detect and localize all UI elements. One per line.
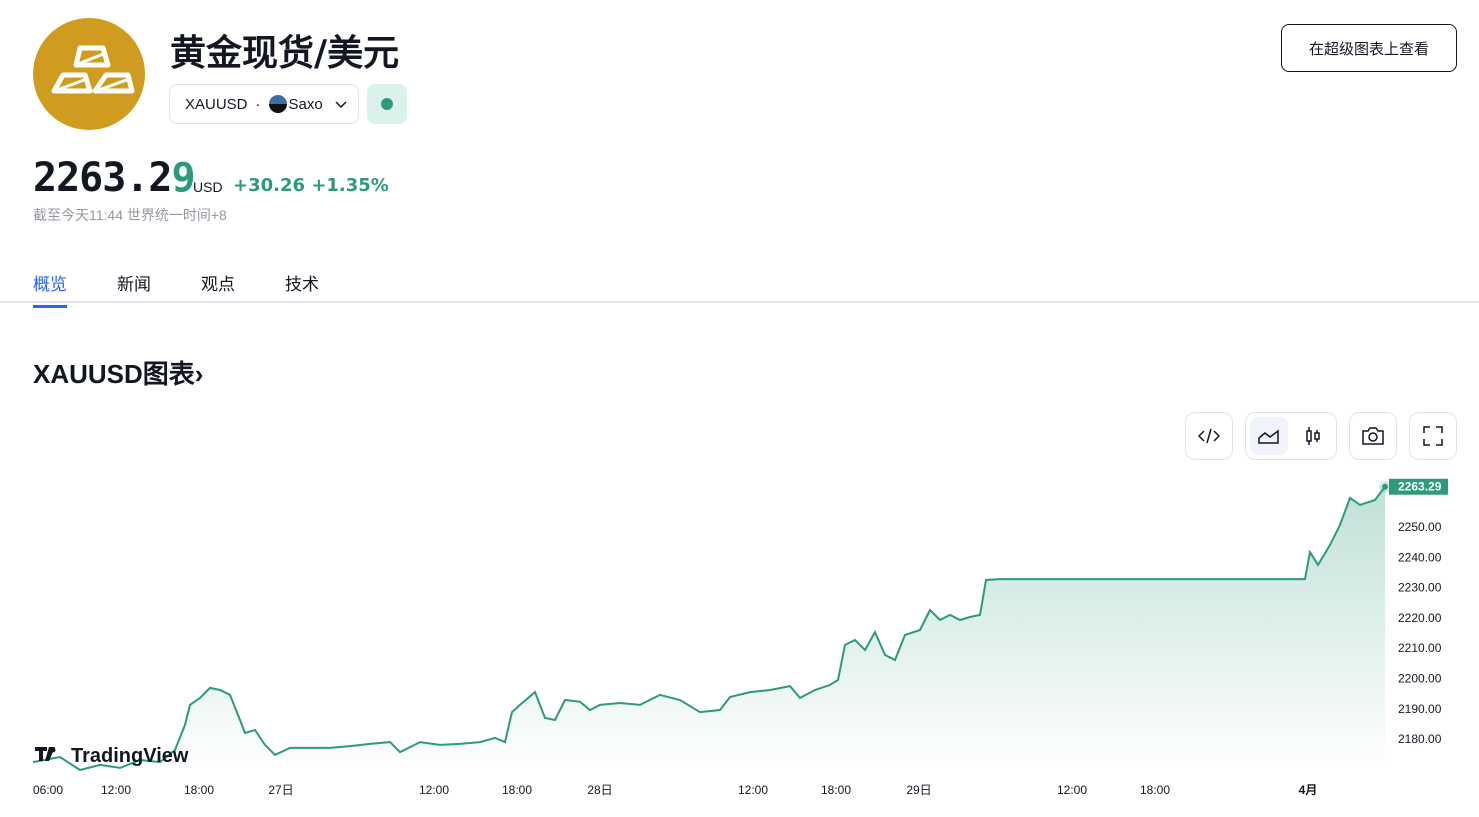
last-point (1382, 483, 1388, 490)
fullscreen-icon (1423, 426, 1443, 446)
y-tick-label: 2250.00 (1398, 520, 1442, 534)
x-tick-label: 12:00 (738, 783, 768, 797)
tradingview-wordmark: TradingView (71, 745, 189, 767)
x-tick-label: 28日 (587, 783, 612, 797)
separator: · (255, 95, 261, 113)
x-tick-label: 27日 (268, 783, 293, 797)
price-last-digit: 9 (171, 155, 196, 201)
embed-code-icon (1198, 428, 1220, 444)
last-price-tag (1389, 478, 1448, 495)
x-tick-label: 18:00 (821, 783, 851, 797)
tab-technicals[interactable]: 技术 (285, 275, 319, 294)
x-tick-label: 18:00 (1140, 783, 1170, 797)
y-tick-label: 2200.00 (1398, 672, 1442, 686)
page-title: 黄金现货/美元 (170, 33, 400, 74)
change-abs: +30.26 (233, 175, 306, 196)
camera-icon (1362, 427, 1384, 445)
chevron-down-icon (335, 96, 347, 113)
y-tick-label: 2190.00 (1398, 702, 1442, 716)
tab-bar: 概览 新闻 观点 技术 (0, 262, 1479, 308)
x-tick-label: 06:00 (33, 783, 63, 797)
currency: USD (193, 179, 223, 195)
x-tick-label: 18:00 (184, 783, 214, 797)
saxo-logo-icon (268, 95, 287, 113)
tab-overview[interactable]: 概览 (33, 270, 67, 308)
embed-button[interactable] (1185, 412, 1233, 460)
x-tick-label: 12:00 (1057, 783, 1087, 797)
x-tick-label: 4月 (1299, 783, 1318, 797)
candlestick-icon (1306, 427, 1320, 445)
fullscreen-button[interactable] (1409, 412, 1457, 460)
x-tick-label: 12:00 (419, 783, 449, 797)
y-tick-label: 2180.00 (1398, 732, 1442, 746)
area-style-button[interactable] (1250, 417, 1288, 455)
view-super-chart-button[interactable]: 在超级图表上查看 (1281, 24, 1457, 72)
y-tick-label: 2210.00 (1398, 641, 1442, 655)
candles-style-button[interactable] (1294, 417, 1332, 455)
symbol-exchange-dropdown[interactable]: XAUUSD · Saxo (169, 84, 359, 124)
x-tick-label: 29日 (906, 783, 931, 797)
x-tick-label: 12:00 (101, 783, 131, 797)
market-open-dot-icon (381, 98, 393, 110)
tradingview-watermark: TradingView (35, 745, 189, 767)
gold-bars-logo (33, 18, 145, 130)
tab-ideas[interactable]: 观点 (201, 275, 235, 294)
chart-section-link[interactable]: XAUUSD图表› (33, 354, 203, 391)
price-line (32, 486, 1386, 772)
change-pct: +1.35% (311, 175, 389, 196)
price-change: +30.26 +1.35% (233, 175, 389, 196)
last-price: 2263.29 (33, 155, 196, 201)
last-point-halo (1379, 480, 1391, 493)
quote-timestamp: 截至今天11:44 世界统一时间+8 (33, 207, 227, 223)
chart-style-group (1245, 412, 1337, 460)
market-status-badge[interactable] (367, 84, 407, 124)
last-price-label: 2263.29 (1398, 480, 1442, 494)
chevron-right-icon: › (194, 359, 204, 389)
y-tick-label: 2220.00 (1398, 611, 1442, 625)
y-tick-label: 2240.00 (1398, 550, 1442, 564)
exchange-label: Saxo (288, 95, 323, 113)
price-main: 2263.2 (33, 155, 172, 201)
tab-news[interactable]: 新闻 (117, 275, 151, 294)
symbol-label: XAUUSD (185, 95, 248, 113)
chart-section-title: XAUUSD图表 (33, 359, 195, 389)
y-tick-label: 2230.00 (1398, 581, 1442, 595)
snapshot-button[interactable] (1349, 412, 1397, 460)
area-chart-icon (1258, 429, 1279, 444)
price-area-fill (33, 486, 1385, 770)
x-tick-label: 18:00 (502, 783, 532, 797)
